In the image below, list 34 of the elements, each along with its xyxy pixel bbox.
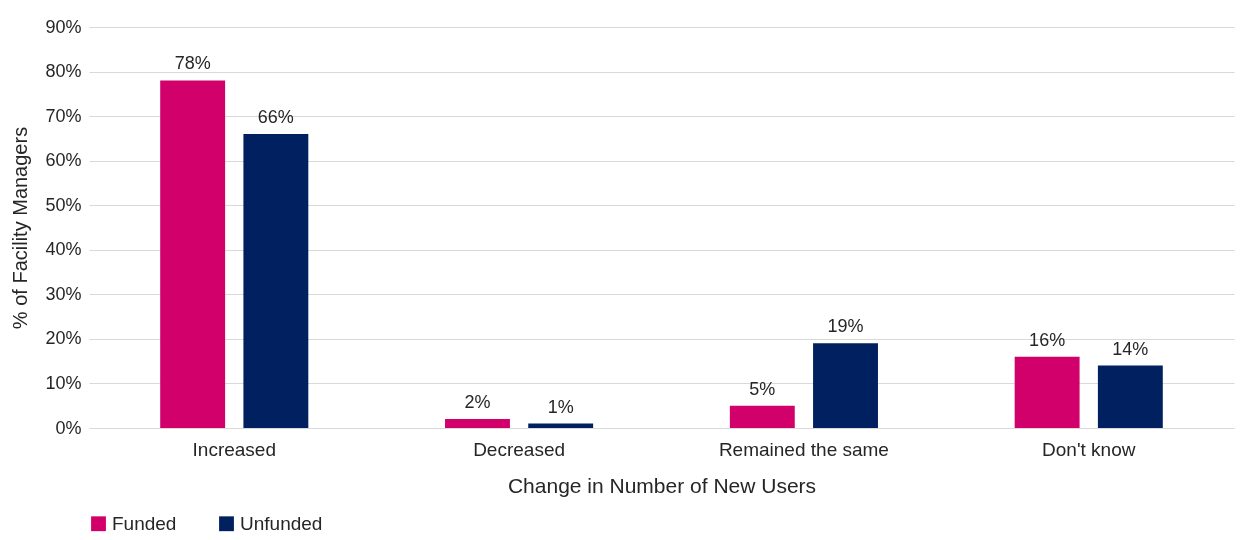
bar: [445, 419, 510, 428]
y-tick-label: 50%: [45, 194, 82, 215]
data-label: 5%: [749, 378, 776, 399]
legend-label: Funded: [112, 512, 177, 534]
y-tick-label: 80%: [45, 61, 82, 82]
y-tick-label: 20%: [45, 328, 82, 349]
data-label: 78%: [174, 53, 211, 74]
bar: [243, 133, 309, 428]
bar: [160, 80, 226, 428]
x-axis-title: Change in Number of New Users: [507, 473, 817, 497]
x-tick-label: Increased: [192, 438, 276, 460]
y-tick-label: 60%: [45, 150, 82, 171]
bar: [729, 405, 795, 428]
data-label: 66%: [257, 106, 294, 127]
y-axis-title: % of Facility Managers: [9, 126, 32, 330]
data-label: 19%: [827, 316, 864, 337]
data-label: 14%: [1112, 338, 1149, 359]
legend-label: Unfunded: [240, 512, 323, 534]
data-label: 1%: [547, 396, 574, 417]
y-tick-label: 30%: [45, 283, 82, 304]
y-tick-label: 10%: [45, 372, 82, 393]
data-label: 16%: [1029, 329, 1066, 350]
x-tick-label: Remained the same: [718, 438, 889, 460]
y-tick-label: 70%: [45, 105, 82, 126]
bar: [1097, 365, 1163, 428]
bar: [528, 423, 594, 428]
x-tick-label: Don't know: [1042, 438, 1136, 460]
data-label: 2%: [464, 392, 491, 413]
y-tick-label: 40%: [45, 239, 82, 260]
y-tick-label: 90%: [45, 16, 82, 37]
bar: [813, 343, 878, 428]
x-tick-label: Decreased: [473, 438, 566, 460]
bar: [1014, 356, 1080, 428]
y-tick-label: 0%: [55, 417, 82, 438]
